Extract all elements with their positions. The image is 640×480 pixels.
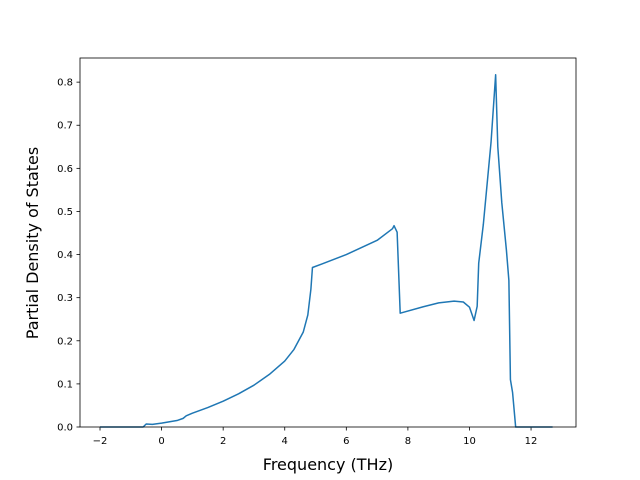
y-tick-label: 0.3 (57, 293, 73, 304)
y-tick-label: 0.0 (57, 423, 73, 434)
x-tick-label: −2 (93, 436, 108, 447)
x-tick-label: 0 (158, 436, 164, 447)
x-tick-label: 6 (343, 436, 349, 447)
y-tick-label: 0.2 (57, 336, 73, 347)
y-tick-label: 0.8 (57, 78, 73, 89)
y-tick-label: 0.1 (57, 379, 73, 390)
x-tick-label: 2 (220, 436, 226, 447)
y-tick-label: 0.7 (57, 121, 73, 132)
x-tick-label: 4 (282, 436, 288, 447)
plot-frame (79, 57, 577, 428)
y-tick-label: 0.4 (57, 250, 73, 261)
x-axis-label: Frequency (THz) (263, 455, 393, 474)
y-tick-label: 0.6 (57, 164, 73, 175)
x-tick-label: 10 (463, 436, 476, 447)
y-axis-label: Partial Density of States (23, 147, 42, 339)
y-tick-label: 0.5 (57, 207, 73, 218)
x-tick-label: 12 (525, 436, 538, 447)
x-tick-label: 8 (405, 436, 411, 447)
data-line (100, 74, 553, 428)
